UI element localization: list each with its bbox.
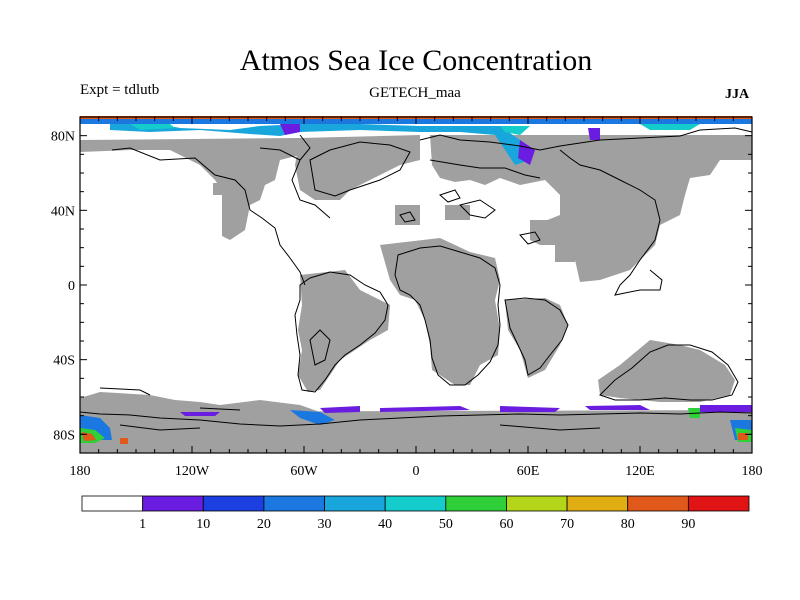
lat-tick-label: 0 xyxy=(68,279,75,294)
colorbar-label: 90 xyxy=(681,517,695,532)
colorbar-swatch xyxy=(142,495,204,512)
source-label: GETECH_maa xyxy=(369,85,461,101)
colorbar-swatch xyxy=(445,495,507,512)
north-america-land xyxy=(80,138,300,240)
colorbar-swatch xyxy=(506,495,568,512)
lon-tick-label: 120W xyxy=(175,464,210,479)
australia-land xyxy=(598,340,735,402)
lon-tick-label: 120E xyxy=(625,464,655,479)
coastline-south-america xyxy=(294,271,389,393)
lat-tick-label: 40S xyxy=(53,354,75,369)
colorbar-label: 40 xyxy=(378,517,392,532)
coastlines xyxy=(79,127,753,431)
colorbar-label: 70 xyxy=(560,517,574,532)
longitude-axis: 180 120W 60W 0 60E 120E 180 xyxy=(70,117,763,479)
colorbar-swatch xyxy=(687,495,750,512)
coastline-eurasia xyxy=(419,127,753,296)
colorbar-swatch xyxy=(384,495,447,512)
coastline-australia xyxy=(599,344,739,401)
colorbar-label: 60 xyxy=(499,517,513,532)
lon-tick-label: 0 xyxy=(413,464,420,479)
lat-tick-label: 80N xyxy=(51,130,75,145)
colorbar-label: 30 xyxy=(318,517,332,532)
greenland-land xyxy=(295,135,420,200)
coastline-islands xyxy=(399,189,541,245)
sea-ice-antarctic-fringe xyxy=(180,405,752,416)
colorbar-label: 1 xyxy=(139,517,146,532)
colorbar: 1 10 20 30 40 50 60 70 80 90 xyxy=(81,495,750,532)
africa-land xyxy=(380,238,500,385)
coastline-antarctica xyxy=(79,387,753,431)
eurasia-land xyxy=(430,135,752,282)
colorbar-swatch xyxy=(324,495,386,512)
land-mask xyxy=(80,135,752,453)
coastline-north-america xyxy=(111,134,331,286)
lon-tick-label: 60W xyxy=(290,464,318,479)
colorbar-label: 80 xyxy=(621,517,635,532)
sea-ice-arctic-patch xyxy=(130,124,700,135)
colorbar-swatch xyxy=(627,495,689,512)
lon-tick-label: 60E xyxy=(517,464,540,479)
lat-tick-label: 40N xyxy=(51,204,75,219)
coastline-india-arabia xyxy=(504,297,569,376)
antarctica-land xyxy=(80,410,752,453)
map-title: Atmos Sea Ice Concentration xyxy=(239,44,593,77)
india-arabia-land xyxy=(505,298,568,378)
colorbar-label: 10 xyxy=(196,517,210,532)
colorbar-swatch xyxy=(263,495,325,512)
colorbar-swatch xyxy=(566,495,629,512)
lon-tick-label: 180 xyxy=(742,464,763,479)
sea-ice-arctic-patch xyxy=(280,124,600,165)
colorbar-swatch xyxy=(81,495,144,512)
coastline-greenland xyxy=(309,141,411,197)
west-antarctica-land xyxy=(80,392,320,412)
latitude-axis: 80N 40N 0 40S 80S xyxy=(51,116,752,454)
experiment-label: Expt = tdlutb xyxy=(80,82,160,98)
colorbar-label: 20 xyxy=(257,517,271,532)
season-label: JJA xyxy=(725,87,750,102)
coastline-africa xyxy=(394,245,501,386)
colorbar-swatch xyxy=(202,495,265,512)
lat-tick-label: 80S xyxy=(53,428,75,443)
colorbar-label: 50 xyxy=(439,517,453,532)
lon-tick-label: 180 xyxy=(70,464,91,479)
